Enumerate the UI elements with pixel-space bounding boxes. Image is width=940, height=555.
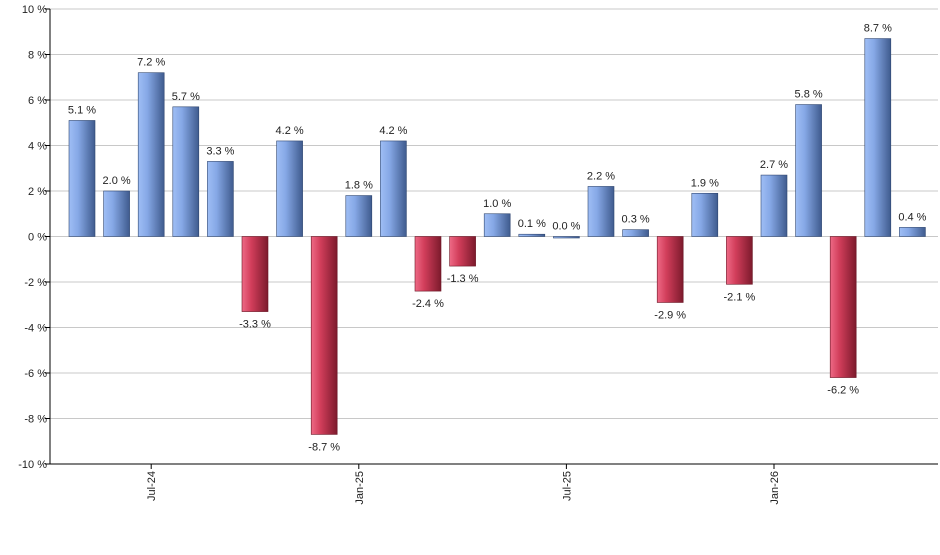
- x-tick-label: Jul-25: [561, 471, 573, 501]
- bar: [518, 233, 546, 237]
- bar: [622, 229, 649, 237]
- x-tick-label: Jan-25: [354, 471, 366, 505]
- y-tick-label: 6 %: [28, 95, 47, 107]
- bar: [829, 236, 857, 378]
- y-tick-label: 8 %: [28, 50, 47, 62]
- data-label: 8.7 %: [864, 23, 892, 35]
- data-label: 0.3 %: [622, 214, 650, 226]
- bar: [760, 174, 788, 237]
- bar: [380, 140, 407, 237]
- bar: [103, 190, 130, 237]
- bar: [172, 106, 200, 237]
- data-label: 1.8 %: [345, 180, 373, 192]
- data-label: 0.4 %: [898, 211, 926, 223]
- data-label: 3.3 %: [206, 145, 234, 157]
- y-tick-label: 10 %: [22, 4, 47, 16]
- y-tick-label: 0 %: [28, 232, 47, 244]
- bar: [864, 38, 892, 237]
- data-label: 5.1 %: [68, 104, 96, 116]
- bar: [137, 72, 165, 237]
- data-label: -2.1 %: [724, 291, 756, 303]
- bar: [68, 120, 96, 237]
- data-label: -1.3 %: [447, 273, 479, 285]
- data-label: -8.7 %: [308, 441, 340, 453]
- bar: [241, 236, 269, 312]
- bar: [656, 236, 684, 303]
- data-label: -2.4 %: [412, 298, 444, 310]
- bar: [795, 104, 822, 237]
- data-label: 2.0 %: [103, 175, 131, 187]
- y-tick-label: 4 %: [28, 141, 47, 153]
- bar: [345, 195, 373, 237]
- bar: [899, 227, 926, 237]
- data-label: 2.7 %: [760, 159, 788, 171]
- data-label: -3.3 %: [239, 319, 271, 331]
- y-tick-label: 2 %: [28, 186, 47, 198]
- y-tick-label: -8 %: [24, 414, 47, 426]
- bar: [276, 140, 303, 237]
- y-tick-label: -10 %: [18, 459, 47, 471]
- data-label: 4.2 %: [379, 125, 407, 137]
- bar: [414, 236, 442, 292]
- bar: [553, 236, 580, 239]
- bars: [68, 38, 926, 435]
- data-label: 2.2 %: [587, 170, 615, 182]
- data-label: 1.0 %: [483, 198, 511, 210]
- bar: [207, 161, 234, 237]
- data-label: -6.2 %: [827, 385, 859, 397]
- axes: [45, 8, 938, 469]
- data-label: 4.2 %: [276, 125, 304, 137]
- x-tick-label: Jan-26: [769, 471, 781, 505]
- bar: [310, 236, 338, 435]
- data-label: -2.9 %: [654, 309, 686, 321]
- bar: [483, 213, 511, 237]
- data-label: 0.1 %: [518, 218, 546, 230]
- bar: [587, 186, 615, 237]
- data-label: 0.0 %: [552, 221, 580, 233]
- bar: [691, 192, 719, 237]
- x-tick-label: Jul-24: [146, 471, 158, 501]
- data-labels: 5.1 % 2.0 % 7.2 % 5.7 % 3.3 % -3.3 % 4.2 % -8.7…: [68, 23, 927, 454]
- bar: [726, 236, 753, 285]
- y-axis-tick-labels: -10 % -8 % -6 % -4 % -2 % 0 % 2 % 4 % 6 % 8 % 10 %: [18, 4, 47, 471]
- y-tick-label: -2 %: [24, 277, 47, 289]
- x-axis-tick-labels: Jul-24 Jan-25 Jul-25 Jan-26: [146, 471, 781, 505]
- y-tick-label: -6 %: [24, 368, 47, 380]
- data-label: 1.9 %: [691, 177, 719, 189]
- bar: [449, 236, 476, 267]
- data-label: 5.8 %: [795, 89, 823, 101]
- data-label: 7.2 %: [137, 57, 165, 69]
- data-label: 5.7 %: [172, 91, 200, 103]
- y-tick-label: -4 %: [24, 323, 47, 335]
